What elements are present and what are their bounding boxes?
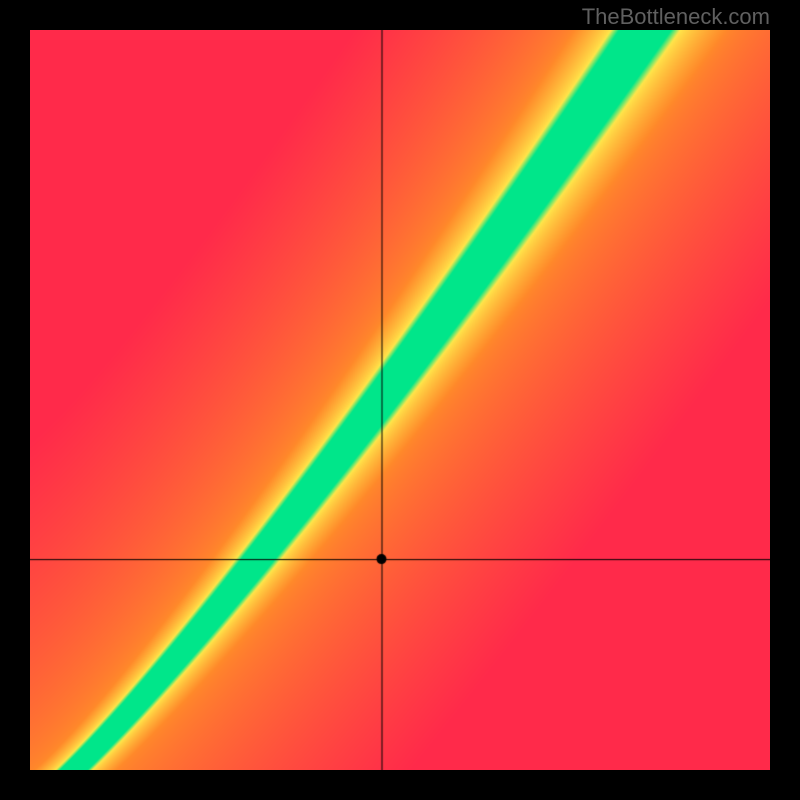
chart-container: TheBottleneck.com: [0, 0, 800, 800]
heatmap-chart: [30, 30, 770, 770]
heatmap-canvas: [30, 30, 770, 770]
watermark-text: TheBottleneck.com: [582, 4, 770, 30]
